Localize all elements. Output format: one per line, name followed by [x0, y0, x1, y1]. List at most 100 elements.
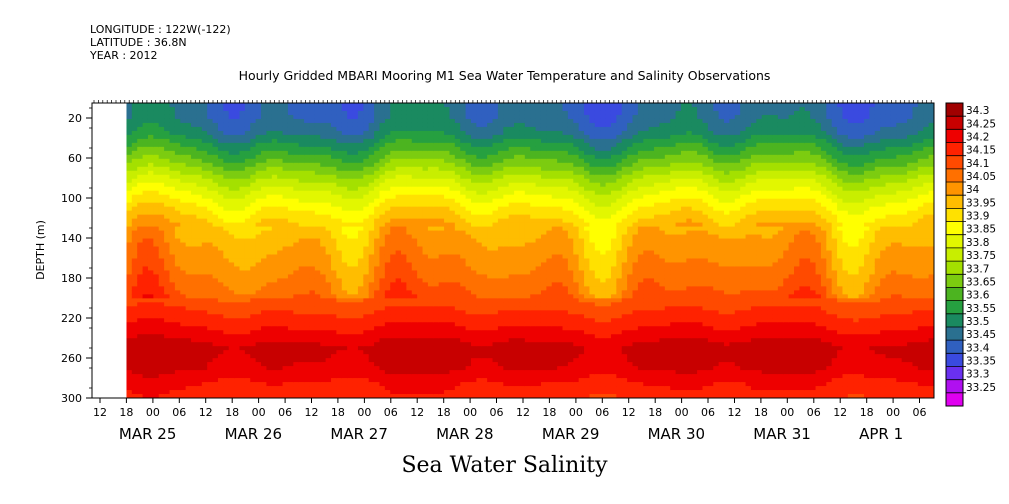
salinity-cell — [271, 366, 278, 371]
salinity-cell — [234, 138, 241, 144]
salinity-cell — [126, 150, 133, 156]
salinity-cell — [131, 294, 138, 299]
salinity-cell — [331, 354, 337, 359]
salinity-cell — [201, 362, 208, 367]
salinity-cell — [444, 386, 451, 391]
salinity-cell — [255, 346, 262, 351]
salinity-cell — [471, 370, 477, 375]
salinity-cell — [271, 314, 278, 319]
salinity-cell — [476, 170, 483, 176]
salinity-cell — [449, 374, 456, 379]
salinity-cell — [320, 278, 327, 283]
salinity-cell — [454, 262, 461, 268]
salinity-cell — [363, 182, 370, 188]
salinity-cell — [298, 366, 305, 371]
salinity-cell — [314, 214, 321, 220]
salinity-cell — [427, 298, 434, 303]
salinity-cell — [454, 294, 461, 299]
salinity-cell — [201, 126, 208, 132]
salinity-cell — [304, 158, 311, 164]
salinity-cell — [201, 314, 208, 319]
salinity-cell — [427, 162, 434, 168]
salinity-cell — [444, 170, 451, 176]
salinity-cell — [174, 210, 181, 216]
salinity-cell — [282, 370, 289, 375]
salinity-cell — [212, 154, 219, 160]
salinity-cell — [174, 114, 181, 120]
salinity-cell — [341, 230, 348, 236]
salinity-cell — [449, 362, 456, 367]
salinity-cell — [363, 198, 370, 204]
salinity-cell — [174, 282, 181, 287]
salinity-cell — [266, 310, 273, 315]
salinity-cell — [331, 214, 337, 220]
salinity-cell — [314, 166, 321, 172]
salinity-cell — [196, 214, 203, 220]
salinity-cell — [287, 182, 294, 188]
salinity-cell — [487, 154, 494, 160]
salinity-cell — [384, 170, 391, 176]
salinity-cell — [239, 134, 246, 140]
salinity-cell — [239, 278, 246, 283]
salinity-cell — [379, 130, 386, 136]
salinity-cell — [250, 290, 257, 295]
salinity-cell — [153, 174, 160, 180]
salinity-cell — [228, 334, 235, 339]
salinity-cell — [298, 390, 305, 395]
salinity-cell — [374, 390, 381, 395]
salinity-cell — [357, 146, 364, 152]
salinity-cell — [427, 110, 434, 116]
salinity-cell — [158, 262, 165, 268]
salinity-cell — [476, 222, 483, 228]
salinity-cell — [406, 290, 413, 295]
salinity-cell — [169, 126, 176, 132]
salinity-cell — [304, 106, 311, 112]
salinity-cell — [417, 198, 424, 204]
salinity-cell — [174, 258, 181, 264]
salinity-cell — [331, 238, 337, 244]
salinity-cell — [153, 322, 160, 327]
salinity-cell — [244, 366, 251, 371]
salinity-cell — [261, 270, 268, 276]
salinity-cell — [282, 314, 289, 319]
salinity-cell — [347, 230, 354, 236]
salinity-cell — [298, 150, 305, 156]
salinity-cell — [158, 202, 165, 208]
salinity-cell — [153, 170, 160, 176]
salinity-cell — [368, 302, 375, 307]
salinity-cell — [368, 210, 375, 216]
salinity-cell — [374, 298, 381, 303]
salinity-cell — [271, 234, 278, 240]
salinity-cell — [201, 330, 208, 335]
salinity-cell — [331, 342, 337, 347]
salinity-cell — [158, 290, 165, 295]
salinity-cell — [363, 318, 370, 323]
salinity-cell — [406, 198, 413, 204]
salinity-cell — [422, 118, 429, 124]
salinity-cell — [158, 106, 165, 112]
salinity-cell — [261, 358, 268, 363]
salinity-cell — [384, 362, 391, 367]
salinity-cell — [223, 358, 230, 363]
salinity-cell — [234, 126, 241, 132]
salinity-cell — [164, 126, 171, 132]
salinity-cell — [341, 330, 348, 335]
salinity-cell — [406, 234, 413, 240]
salinity-cell — [314, 178, 321, 184]
salinity-cell — [476, 118, 483, 124]
salinity-cell — [411, 250, 418, 256]
salinity-cell — [261, 330, 268, 335]
salinity-cell — [207, 394, 214, 398]
salinity-cell — [169, 302, 176, 307]
salinity-cell — [153, 338, 160, 343]
salinity-cell — [250, 270, 257, 276]
salinity-cell — [158, 158, 165, 164]
salinity-cell — [422, 134, 429, 140]
salinity-cell — [169, 342, 176, 347]
salinity-cell — [142, 254, 149, 260]
salinity-cell — [433, 182, 440, 188]
salinity-cell — [298, 122, 305, 128]
salinity-cell — [347, 103, 354, 108]
salinity-cell — [244, 362, 251, 367]
salinity-cell — [217, 394, 224, 398]
